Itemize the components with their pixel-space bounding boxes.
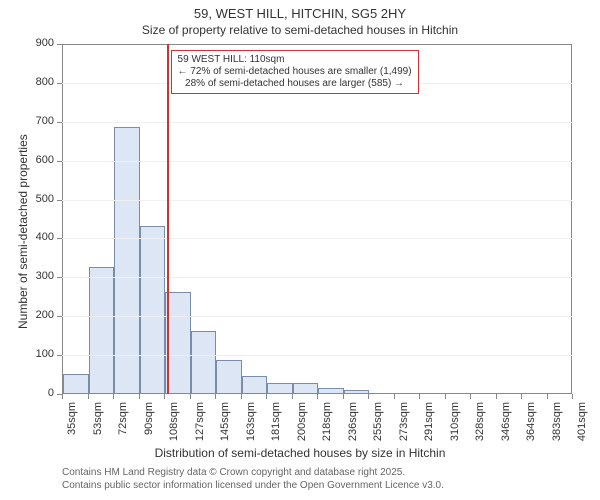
y-tick-label: 800 [24,76,54,88]
footer-line2: Contains public sector information licen… [62,479,444,492]
x-tick-mark [266,394,267,399]
y-tick-mark [57,277,62,278]
annotation-line1: 59 WEST HILL: 110sqm [178,54,412,66]
x-tick-mark [394,394,395,399]
y-tick-label: 600 [24,154,54,166]
annotation-box: 59 WEST HILL: 110sqm← 72% of semi-detach… [171,50,419,94]
x-tick-mark [292,394,293,399]
x-tick-mark [113,394,114,399]
x-tick-label: 127sqm [194,402,206,452]
y-tick-label: 300 [24,270,54,282]
x-tick-label: 364sqm [525,402,537,452]
y-tick-mark [57,316,62,317]
y-tick-mark [57,44,62,45]
x-tick-label: 90sqm [143,402,155,452]
plot-area [62,44,572,394]
histogram-bar [344,390,370,393]
x-tick-label: 108sqm [168,402,180,452]
y-tick-mark [57,200,62,201]
x-tick-label: 200sqm [296,402,308,452]
y-tick-label: 0 [24,387,54,399]
chart-subtitle: Size of property relative to semi-detach… [0,23,600,37]
annotation-line2: ← 72% of semi-detached houses are smalle… [178,66,412,78]
histogram-bar [63,374,89,393]
x-tick-mark [190,394,191,399]
y-tick-label: 400 [24,231,54,243]
y-tick-mark [57,238,62,239]
x-tick-mark [164,394,165,399]
y-tick-label: 700 [24,115,54,127]
y-tick-mark [57,83,62,84]
x-tick-label: 163sqm [245,402,257,452]
x-tick-mark [215,394,216,399]
histogram-bar [267,383,293,393]
x-tick-label: 401sqm [576,402,588,452]
x-tick-label: 236sqm [347,402,359,452]
y-tick-mark [57,355,62,356]
title-block: 59, WEST HILL, HITCHIN, SG5 2HY Size of … [0,0,600,37]
x-tick-mark [445,394,446,399]
x-tick-label: 145sqm [219,402,231,452]
grid-line [62,200,572,201]
footer-attribution: Contains HM Land Registry data © Crown c… [62,466,444,492]
histogram-bar [165,292,191,393]
grid-line [62,277,572,278]
x-tick-mark [547,394,548,399]
x-tick-label: 35sqm [66,402,78,452]
annotation-line3: 28% of semi-detached houses are larger (… [178,78,412,90]
histogram-bar [114,127,140,393]
histogram-bar [89,267,115,393]
x-tick-label: 53sqm [92,402,104,452]
x-tick-label: 273sqm [398,402,410,452]
x-tick-label: 383sqm [551,402,563,452]
x-tick-mark [572,394,573,399]
x-tick-label: 328sqm [474,402,486,452]
grid-line [62,238,572,239]
x-tick-mark [496,394,497,399]
grid-line [62,355,572,356]
x-tick-mark [88,394,89,399]
y-tick-mark [57,122,62,123]
x-tick-mark [317,394,318,399]
histogram-bar [293,383,319,393]
x-tick-mark [419,394,420,399]
x-tick-label: 218sqm [321,402,333,452]
grid-line [62,161,572,162]
y-tick-label: 900 [24,37,54,49]
chart-container: 59, WEST HILL, HITCHIN, SG5 2HY Size of … [0,0,600,500]
y-tick-label: 200 [24,309,54,321]
x-tick-label: 310sqm [449,402,461,452]
histogram-bar [242,376,268,394]
y-tick-label: 100 [24,348,54,360]
x-tick-mark [470,394,471,399]
x-tick-mark [139,394,140,399]
x-tick-label: 346sqm [500,402,512,452]
x-tick-label: 291sqm [423,402,435,452]
histogram-bar [140,226,166,393]
histogram-bar [216,360,242,393]
y-tick-label: 500 [24,193,54,205]
grid-line [62,316,572,317]
x-tick-mark [241,394,242,399]
x-tick-label: 255sqm [372,402,384,452]
y-tick-mark [57,161,62,162]
x-tick-label: 181sqm [270,402,282,452]
x-tick-label: 72sqm [117,402,129,452]
x-tick-mark [343,394,344,399]
x-tick-mark [62,394,63,399]
histogram-bar [191,331,217,393]
grid-line [62,122,572,123]
x-tick-mark [521,394,522,399]
x-tick-mark [368,394,369,399]
reference-line [167,44,169,394]
histogram-bar [318,388,344,393]
chart-title: 59, WEST HILL, HITCHIN, SG5 2HY [0,6,600,21]
footer-line1: Contains HM Land Registry data © Crown c… [62,466,444,479]
